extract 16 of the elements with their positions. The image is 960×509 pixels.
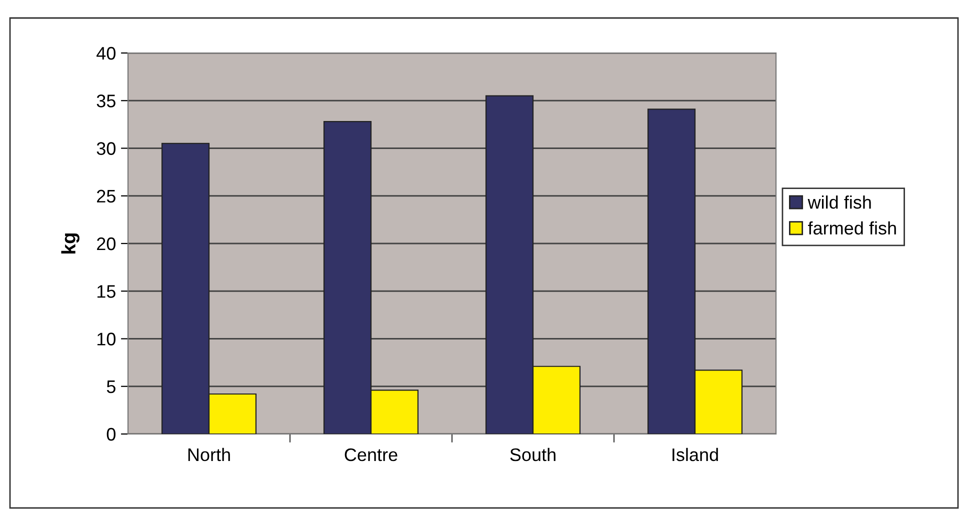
x-tick-label: Island <box>672 448 718 462</box>
y-tick-label: 40 <box>96 46 116 60</box>
x-tick-label: Centre <box>344 448 398 462</box>
y-tick-label: 15 <box>97 285 116 298</box>
y-tick-label: 35 <box>96 94 116 108</box>
y-tick-label: 0 <box>106 428 116 441</box>
y-tick-label: 30 <box>96 142 116 155</box>
y-tick-label: 10 <box>97 332 116 346</box>
legend-label: farmed fish <box>808 221 896 235</box>
y-axis-title: kg <box>61 233 80 254</box>
y-tick-label: 25 <box>97 190 116 203</box>
y-tick-label: 5 <box>106 380 116 394</box>
x-tick-label: South <box>510 448 556 462</box>
x-tick-label: North <box>188 448 230 462</box>
y-tick-label: 20 <box>97 237 116 250</box>
legend-label: wild fish <box>808 195 871 209</box>
